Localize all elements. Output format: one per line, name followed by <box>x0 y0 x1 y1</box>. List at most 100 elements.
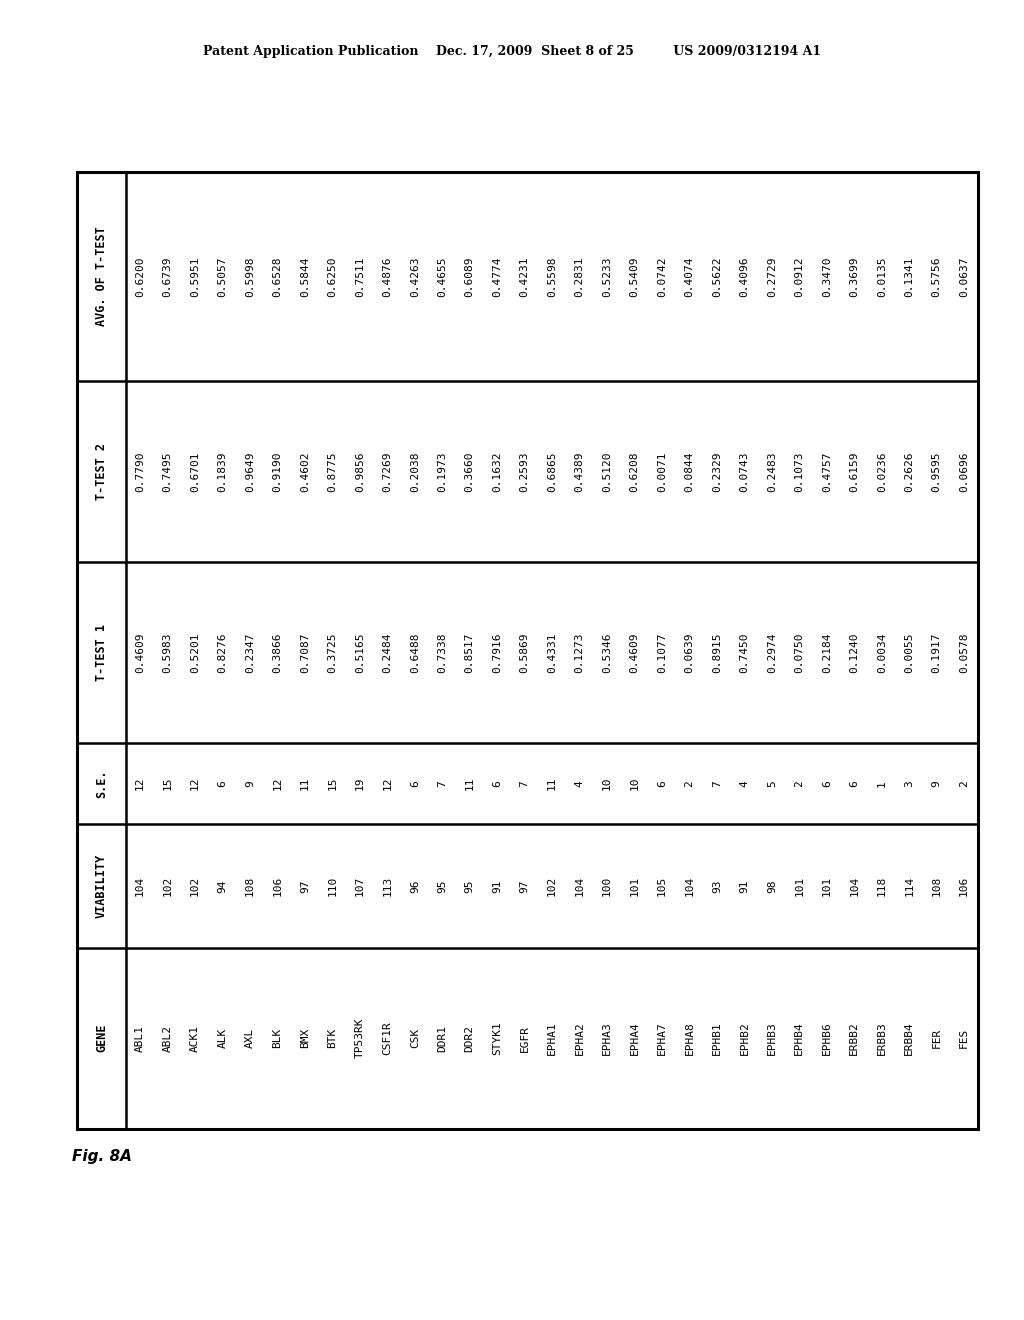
Text: 5: 5 <box>767 780 777 787</box>
Text: 0.1073: 0.1073 <box>795 451 805 492</box>
Text: 0.6701: 0.6701 <box>190 451 200 492</box>
Text: ALK: ALK <box>217 1028 227 1048</box>
Text: 0.6208: 0.6208 <box>630 451 640 492</box>
Text: STYK1: STYK1 <box>493 1022 502 1055</box>
Text: 15: 15 <box>328 776 337 791</box>
Text: 2: 2 <box>795 780 805 787</box>
Text: 0.2484: 0.2484 <box>382 632 392 673</box>
Text: 0.2974: 0.2974 <box>767 632 777 673</box>
Text: CSF1R: CSF1R <box>382 1022 392 1055</box>
Text: 0.4609: 0.4609 <box>630 632 640 673</box>
Text: 6: 6 <box>657 780 667 787</box>
Text: 0.5201: 0.5201 <box>190 632 200 673</box>
Text: 11: 11 <box>547 776 557 791</box>
Text: 0.3470: 0.3470 <box>822 256 831 297</box>
Text: 0.0578: 0.0578 <box>959 632 969 673</box>
Text: 97: 97 <box>519 879 529 892</box>
Text: ABL1: ABL1 <box>135 1024 145 1052</box>
Text: 93: 93 <box>712 879 722 892</box>
Text: 0.0637: 0.0637 <box>959 256 969 297</box>
Text: 91: 91 <box>493 879 502 892</box>
Text: 0.5951: 0.5951 <box>190 256 200 297</box>
Text: 108: 108 <box>245 875 255 896</box>
Text: 2: 2 <box>684 780 694 787</box>
Text: 19: 19 <box>355 776 365 791</box>
Text: 113: 113 <box>382 875 392 896</box>
Text: 0.7790: 0.7790 <box>135 451 145 492</box>
Text: ERBB2: ERBB2 <box>849 1022 859 1055</box>
Text: 7: 7 <box>437 780 447 787</box>
Text: 0.2347: 0.2347 <box>245 632 255 673</box>
Text: DDR1: DDR1 <box>437 1024 447 1052</box>
Text: 0.4655: 0.4655 <box>437 256 447 297</box>
Text: TP53RK: TP53RK <box>355 1018 365 1059</box>
Text: EPHA4: EPHA4 <box>630 1022 640 1055</box>
Text: 9: 9 <box>245 780 255 787</box>
Text: 0.7269: 0.7269 <box>382 451 392 492</box>
Text: CSK: CSK <box>410 1028 420 1048</box>
Text: 0.5165: 0.5165 <box>355 632 365 673</box>
Text: 6: 6 <box>493 780 502 787</box>
Text: 12: 12 <box>272 776 283 791</box>
Text: VIABILITY: VIABILITY <box>95 854 109 917</box>
Text: 0.7916: 0.7916 <box>493 632 502 673</box>
Text: 0.5983: 0.5983 <box>163 632 173 673</box>
Text: 104: 104 <box>849 875 859 896</box>
Text: 0.0034: 0.0034 <box>877 632 887 673</box>
Text: Patent Application Publication    Dec. 17, 2009  Sheet 8 of 25         US 2009/0: Patent Application Publication Dec. 17, … <box>203 45 821 58</box>
Text: 104: 104 <box>135 875 145 896</box>
Text: 3: 3 <box>904 780 914 787</box>
Text: AXL: AXL <box>245 1028 255 1048</box>
Text: GENE: GENE <box>95 1024 109 1052</box>
Text: 0.5622: 0.5622 <box>712 256 722 297</box>
Text: 0.3866: 0.3866 <box>272 632 283 673</box>
Text: 0.5120: 0.5120 <box>602 451 612 492</box>
Text: 0.5844: 0.5844 <box>300 256 310 297</box>
Text: T-TEST 1: T-TEST 1 <box>95 624 109 681</box>
Text: 0.4774: 0.4774 <box>493 256 502 297</box>
Text: 0.1917: 0.1917 <box>932 632 942 673</box>
Text: EPHB4: EPHB4 <box>795 1022 805 1055</box>
Text: 0.0055: 0.0055 <box>904 632 914 673</box>
Text: AVG. OF T-TEST: AVG. OF T-TEST <box>95 227 109 326</box>
Text: 95: 95 <box>437 879 447 892</box>
Text: FES: FES <box>959 1028 969 1048</box>
Text: 11: 11 <box>465 776 475 791</box>
Text: 106: 106 <box>272 875 283 896</box>
Text: 91: 91 <box>739 879 750 892</box>
Text: 98: 98 <box>767 879 777 892</box>
Text: 0.6865: 0.6865 <box>547 451 557 492</box>
Text: 0.0135: 0.0135 <box>877 256 887 297</box>
Text: 0.0743: 0.0743 <box>739 451 750 492</box>
Text: 0.8276: 0.8276 <box>217 632 227 673</box>
Text: 0.6250: 0.6250 <box>328 256 337 297</box>
Text: 105: 105 <box>657 875 667 896</box>
Text: T-TEST 2: T-TEST 2 <box>95 444 109 500</box>
Text: 0.4389: 0.4389 <box>574 451 585 492</box>
Text: 0.5346: 0.5346 <box>602 632 612 673</box>
Text: 0.0912: 0.0912 <box>795 256 805 297</box>
Text: 0.4331: 0.4331 <box>547 632 557 673</box>
Text: 0.2626: 0.2626 <box>904 451 914 492</box>
Text: 15: 15 <box>163 776 173 791</box>
Text: 0.6089: 0.6089 <box>465 256 475 297</box>
Text: 10: 10 <box>630 776 640 791</box>
Text: 0.2483: 0.2483 <box>767 451 777 492</box>
Text: 0.1240: 0.1240 <box>849 632 859 673</box>
Text: 0.0750: 0.0750 <box>795 632 805 673</box>
Text: BMX: BMX <box>300 1028 310 1048</box>
Text: 0.7511: 0.7511 <box>355 256 365 297</box>
Text: 0.0844: 0.0844 <box>684 451 694 492</box>
Text: BLK: BLK <box>272 1028 283 1048</box>
Text: ACK1: ACK1 <box>190 1024 200 1052</box>
Text: 12: 12 <box>135 776 145 791</box>
Text: 12: 12 <box>190 776 200 791</box>
Text: 107: 107 <box>355 875 365 896</box>
Bar <box>77 172 978 1129</box>
Text: 0.2184: 0.2184 <box>822 632 831 673</box>
Text: 0.5756: 0.5756 <box>932 256 942 297</box>
Text: 102: 102 <box>190 875 200 896</box>
Text: 102: 102 <box>163 875 173 896</box>
Text: 6: 6 <box>410 780 420 787</box>
Text: 0.1839: 0.1839 <box>217 451 227 492</box>
